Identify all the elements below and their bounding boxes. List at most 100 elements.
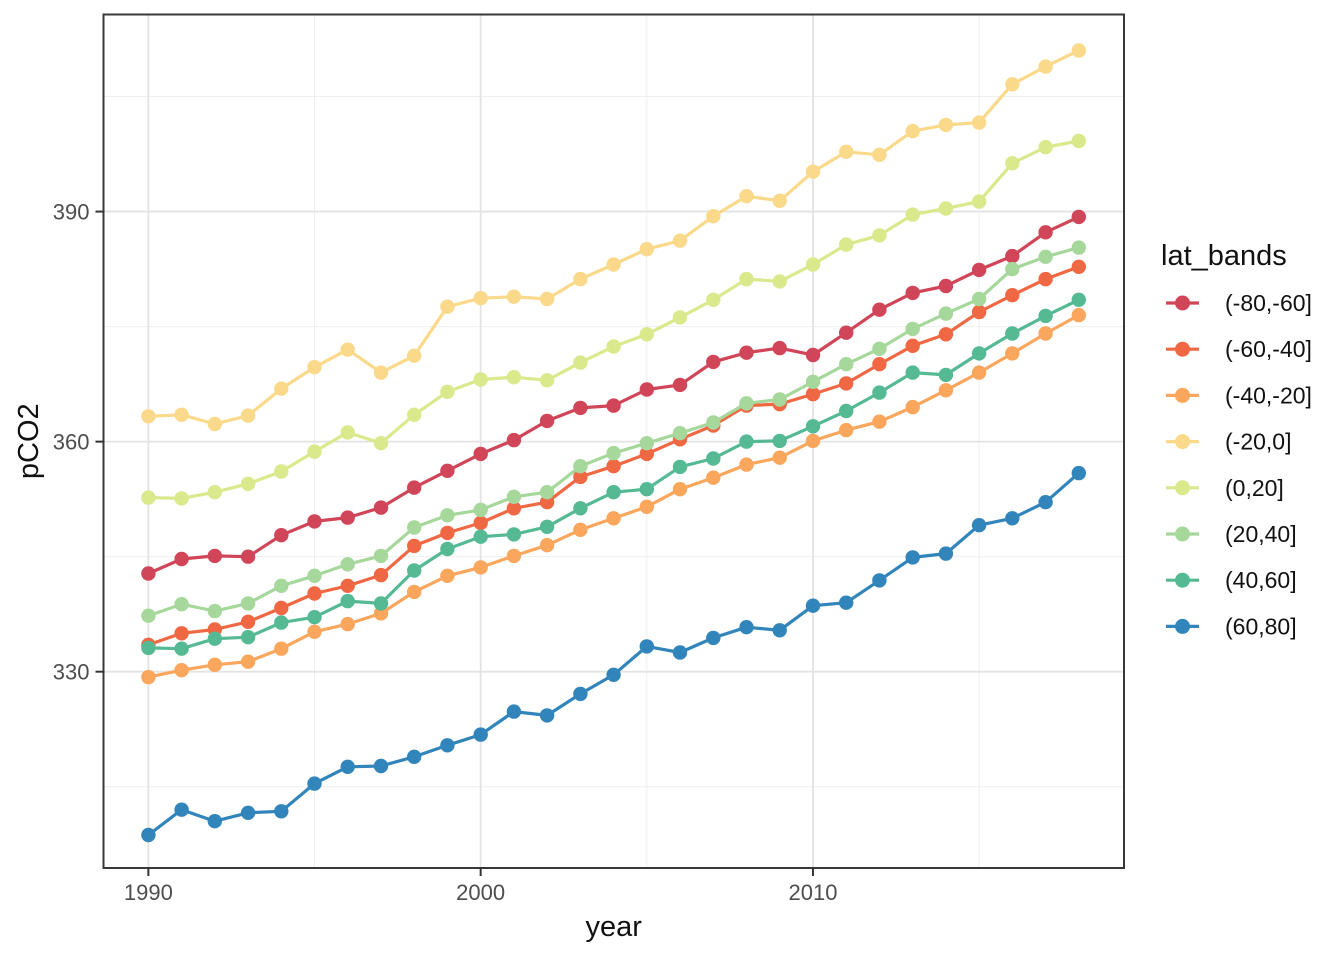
data-point: [1071, 307, 1087, 323]
series-(-20,0]: [141, 43, 1087, 432]
legend-entry: (0,20]: [1166, 475, 1284, 501]
data-point: [672, 310, 688, 325]
data-point: [174, 407, 189, 422]
data-point: [872, 147, 887, 162]
data-point: [606, 339, 621, 354]
data-point: [340, 593, 355, 609]
legend-entry: (20,40]: [1166, 521, 1297, 547]
data-point: [240, 614, 256, 629]
data-point: [905, 399, 920, 415]
legend-key-point-icon: [1175, 572, 1190, 588]
data-point: [307, 776, 322, 791]
data-point: [971, 346, 987, 361]
data-point: [606, 485, 621, 500]
data-point: [739, 271, 754, 287]
data-point: [174, 626, 189, 641]
data-point: [340, 425, 355, 440]
data-point: [473, 515, 488, 531]
data-point: [706, 630, 721, 646]
data-point: [506, 501, 522, 516]
data-point: [872, 357, 887, 372]
data-point: [905, 207, 920, 222]
data-point: [1071, 43, 1087, 58]
legend-key-point-icon: [1175, 295, 1190, 311]
data-point: [739, 189, 754, 204]
data-point: [307, 444, 322, 459]
data-point: [373, 606, 389, 621]
data-point: [506, 489, 522, 504]
data-point: [174, 491, 189, 506]
series-(40,60]: [141, 292, 1087, 656]
data-point: [473, 560, 488, 575]
data-point: [938, 306, 954, 321]
data-point: [506, 548, 522, 564]
data-point: [1005, 156, 1020, 171]
data-point: [274, 615, 289, 630]
data-point: [1038, 249, 1053, 264]
data-point: [240, 408, 256, 423]
data-point: [473, 502, 488, 518]
data-point: [141, 827, 156, 843]
legend: lat_bands (-80,-60] (-60,-40] (-40,-20] (-20…: [1161, 240, 1312, 639]
data-point: [340, 578, 355, 593]
data-point: [407, 520, 422, 535]
data-point: [938, 367, 954, 383]
data-point: [772, 623, 787, 638]
data-point: [706, 451, 721, 466]
data-point: [307, 568, 322, 583]
legend-key-point-icon: [1175, 434, 1190, 450]
data-point: [240, 549, 256, 564]
data-point: [506, 432, 522, 448]
data-point: [373, 436, 389, 451]
data-point: [207, 631, 222, 646]
data-point: [872, 573, 887, 588]
legend-key-point-icon: [1175, 480, 1190, 496]
data-point: [240, 476, 256, 491]
data-point: [1071, 209, 1087, 225]
data-point: [805, 386, 821, 402]
data-point: [639, 436, 654, 451]
data-point: [407, 584, 422, 600]
data-point: [407, 480, 422, 495]
y-tick-label: 330: [53, 660, 90, 685]
data-point: [905, 123, 920, 139]
data-point: [606, 459, 621, 474]
data-point: [240, 630, 256, 645]
data-point: [274, 804, 289, 819]
data-point: [539, 708, 555, 723]
data-point: [539, 291, 555, 307]
data-point: [440, 299, 455, 314]
data-point: [573, 501, 588, 516]
data-point: [473, 529, 488, 544]
data-point: [174, 641, 189, 656]
data-point: [539, 538, 555, 553]
data-point: [639, 446, 654, 462]
legend-entry: (60,80]: [1166, 613, 1297, 639]
data-point: [340, 759, 355, 774]
data-point: [1005, 326, 1020, 341]
data-point: [706, 209, 721, 224]
data-point: [672, 459, 688, 475]
data-point: [805, 164, 821, 179]
legend-title: lat_bands: [1161, 240, 1287, 272]
data-point: [1071, 240, 1087, 255]
data-point: [340, 616, 355, 632]
data-point: [971, 291, 987, 307]
data-point: [606, 511, 621, 526]
data-point: [307, 514, 322, 529]
data-point: [706, 415, 721, 430]
legend-entry-label: (-20,0]: [1225, 429, 1291, 455]
legend-key-point-icon: [1175, 526, 1190, 542]
data-point: [839, 144, 854, 159]
data-point: [971, 115, 987, 130]
data-point: [606, 398, 621, 413]
data-point: [141, 640, 156, 656]
series-(0,20]: [141, 133, 1087, 506]
legend-entry-label: (-60,-40]: [1225, 336, 1312, 362]
data-point: [839, 403, 854, 419]
data-point: [639, 382, 654, 397]
data-point: [905, 338, 920, 353]
data-point: [839, 325, 854, 340]
data-point: [639, 242, 654, 257]
